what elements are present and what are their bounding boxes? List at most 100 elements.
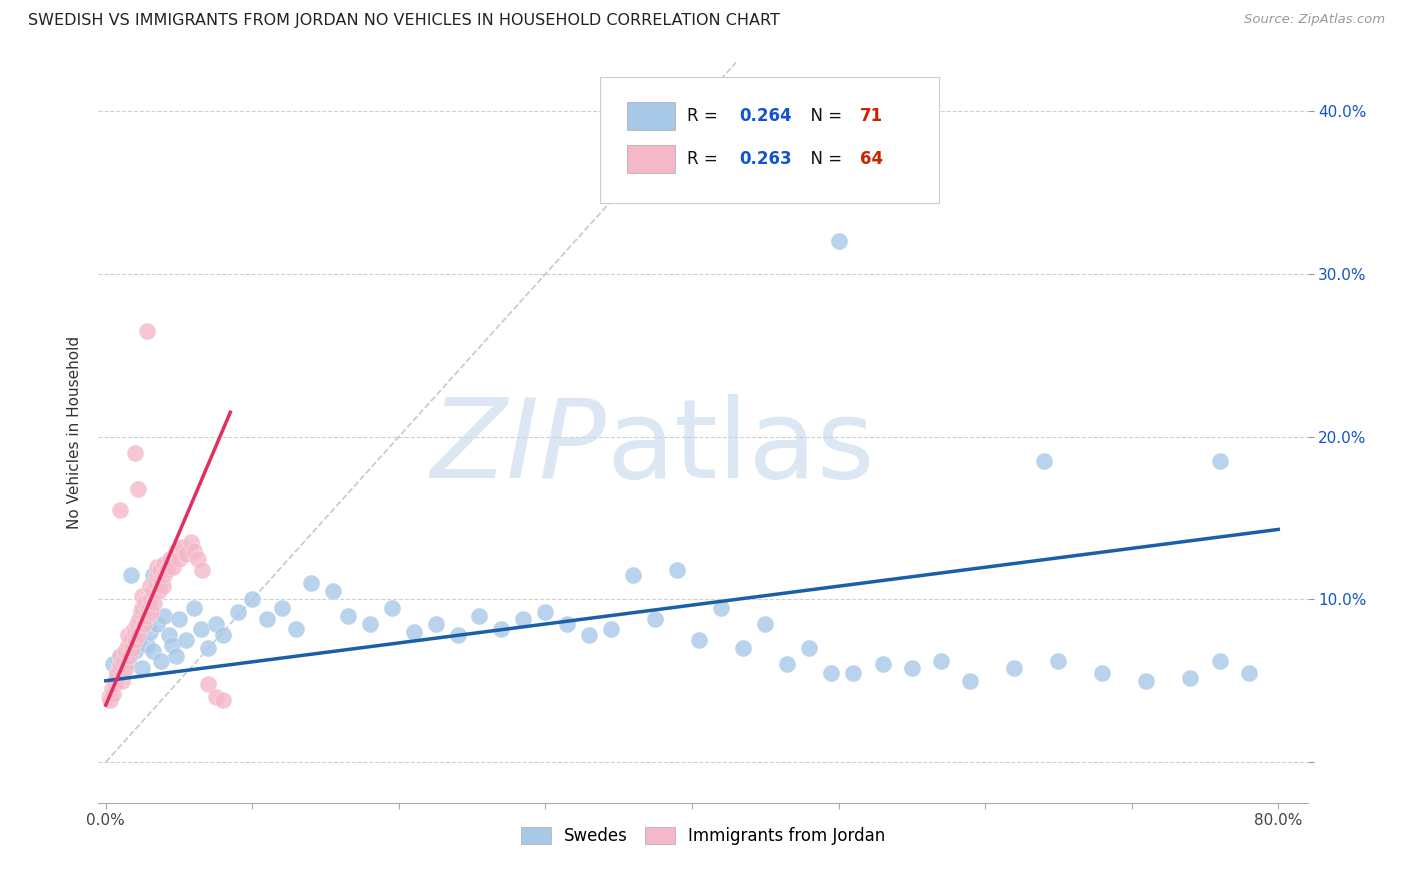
Point <box>135 638 157 652</box>
Point <box>160 638 183 652</box>
Point <box>107 665 129 680</box>
Point <box>135 324 157 338</box>
Point <box>1180 671 1202 685</box>
Point <box>153 557 176 571</box>
Point <box>150 573 173 587</box>
Point <box>621 568 644 582</box>
Point <box>959 673 981 688</box>
Point <box>425 616 447 631</box>
Point <box>100 681 122 696</box>
Point <box>170 541 193 555</box>
Point <box>1237 665 1260 680</box>
Point <box>110 649 132 664</box>
Point <box>578 628 600 642</box>
FancyBboxPatch shape <box>627 145 675 173</box>
Point <box>125 616 148 631</box>
Point <box>156 563 179 577</box>
Point <box>108 661 131 675</box>
Point <box>226 606 249 620</box>
Point <box>142 568 165 582</box>
Point <box>534 606 557 620</box>
Point <box>776 657 799 672</box>
Point <box>1047 654 1070 668</box>
Point <box>176 633 198 648</box>
Point <box>644 612 666 626</box>
Text: atlas: atlas <box>606 394 875 501</box>
Point <box>110 657 132 672</box>
Point <box>165 543 187 558</box>
Point <box>127 633 149 648</box>
Point <box>842 665 865 680</box>
Point <box>187 551 209 566</box>
Point <box>127 482 149 496</box>
Point <box>1091 665 1114 680</box>
Point <box>124 633 146 648</box>
Point <box>359 616 381 631</box>
Text: N =: N = <box>800 150 846 168</box>
Point <box>136 600 159 615</box>
Point <box>110 503 132 517</box>
Point <box>256 612 278 626</box>
Point <box>148 584 170 599</box>
Point <box>131 589 153 603</box>
Point <box>146 559 169 574</box>
Point <box>141 606 163 620</box>
Point <box>153 608 176 623</box>
Point <box>138 579 160 593</box>
FancyBboxPatch shape <box>627 102 675 130</box>
Point <box>512 612 534 626</box>
Point <box>138 624 160 639</box>
Y-axis label: No Vehicles in Household: No Vehicles in Household <box>67 336 83 529</box>
Point <box>183 543 205 558</box>
Point <box>1004 661 1026 675</box>
Text: N =: N = <box>800 107 846 125</box>
Point <box>129 606 152 620</box>
Point <box>142 584 165 599</box>
Point <box>149 563 172 577</box>
Point <box>176 547 198 561</box>
Point <box>112 654 135 668</box>
Point <box>322 584 344 599</box>
Point <box>929 654 952 668</box>
Text: 71: 71 <box>860 107 883 125</box>
Point <box>157 628 180 642</box>
Point <box>491 622 513 636</box>
Point <box>135 608 157 623</box>
Point <box>212 628 235 642</box>
Point <box>204 690 226 704</box>
Point <box>132 616 155 631</box>
Point <box>117 638 139 652</box>
Point <box>110 649 132 664</box>
Point <box>111 673 134 688</box>
Point <box>98 693 121 707</box>
Point <box>1032 454 1054 468</box>
Point <box>380 600 402 615</box>
Point <box>117 628 139 642</box>
Point <box>183 600 205 615</box>
Text: 64: 64 <box>860 150 883 168</box>
Point <box>197 677 219 691</box>
Point <box>270 600 292 615</box>
Point <box>285 622 308 636</box>
Point <box>165 649 187 664</box>
Point <box>336 608 359 623</box>
Text: 0.264: 0.264 <box>740 107 792 125</box>
Legend: Swedes, Immigrants from Jordan: Swedes, Immigrants from Jordan <box>512 819 894 854</box>
Point <box>124 624 146 639</box>
Point <box>127 628 149 642</box>
Point <box>820 665 842 680</box>
Point <box>121 641 143 656</box>
Point <box>103 677 125 691</box>
Point <box>122 622 145 636</box>
Point <box>117 654 139 668</box>
Point <box>107 665 129 680</box>
Point <box>240 592 263 607</box>
Point <box>167 551 190 566</box>
Point <box>827 235 849 249</box>
Point <box>688 633 710 648</box>
Point <box>666 563 689 577</box>
Point <box>754 616 776 631</box>
Point <box>124 644 146 658</box>
Point <box>134 596 156 610</box>
Point <box>121 641 143 656</box>
